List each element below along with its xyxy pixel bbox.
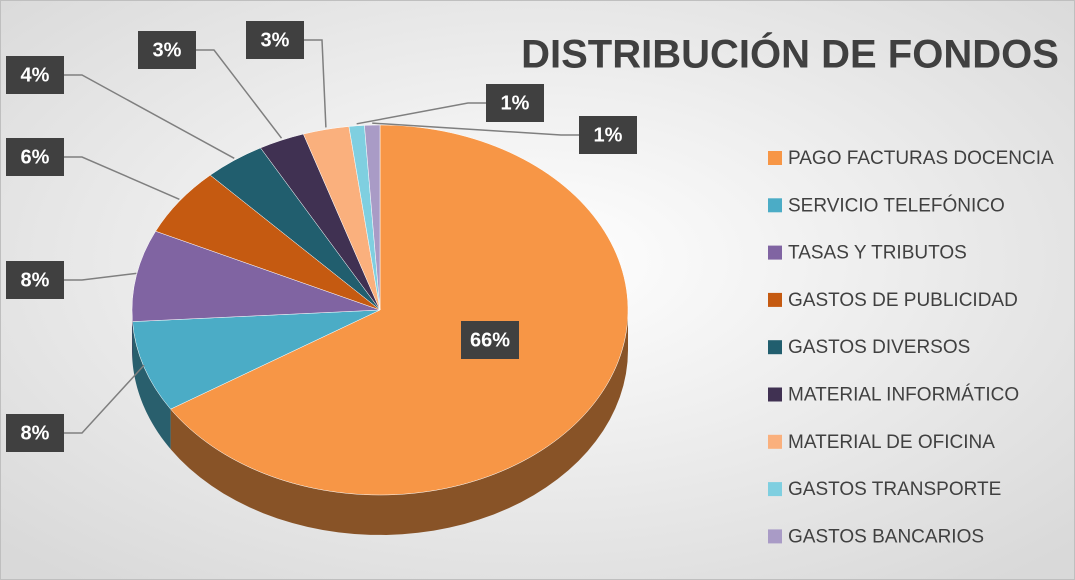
leader-line: [64, 156, 180, 200]
data-label: 3%: [153, 39, 182, 61]
legend-label: MATERIAL INFORMÁTICO: [788, 385, 1019, 406]
leader-line: [196, 49, 283, 139]
label-box: [6, 261, 64, 299]
legend-label: SERVICIO TELEFÓNICO: [788, 194, 1005, 216]
data-label: 4%: [21, 64, 50, 86]
data-label: 1%: [501, 92, 530, 114]
leader-line: [64, 74, 235, 159]
legend-swatch: [768, 245, 782, 260]
leader-line: [372, 122, 579, 136]
pie-slice: [131, 230, 381, 322]
legend-label: TASAS Y TRIBUTOS: [788, 243, 967, 264]
label-box: [461, 321, 519, 359]
data-label: 8%: [21, 269, 50, 291]
chart-title: DISTRIBUCIÓN DE FONDOS: [521, 31, 1059, 77]
legend-label: MATERIAL DE OFICINA: [788, 432, 995, 453]
legend-label: GASTOS DE PUBLICIDAD: [788, 290, 1018, 311]
legend-swatch: [768, 292, 782, 307]
label-box: [6, 56, 64, 94]
leader-line: [64, 364, 145, 434]
leader-line: [356, 102, 486, 125]
data-label: 6%: [21, 146, 50, 168]
leader-line: [304, 39, 327, 128]
leader-line: [64, 272, 137, 281]
legend-swatch: [768, 387, 782, 402]
label-box: [486, 84, 544, 122]
label-box: [6, 138, 64, 176]
label-box: [138, 31, 196, 69]
data-label: 1%: [594, 124, 623, 146]
legend-swatch: [768, 340, 782, 355]
pie-side: [132, 321, 171, 450]
legend-label: GASTOS BANCARIOS: [788, 526, 984, 547]
pie-side: [170, 310, 628, 535]
pie-slice: [364, 124, 381, 311]
legend-label: GASTOS DIVERSOS: [788, 337, 970, 358]
legend-swatch: [768, 198, 782, 213]
legend-label: PAGO FACTURAS DOCENCIA: [788, 148, 1054, 169]
pie-slice: [170, 124, 629, 496]
label-box: [246, 21, 304, 59]
label-box: [579, 116, 637, 154]
legend-swatch: [768, 151, 782, 165]
data-label: 3%: [261, 29, 290, 51]
pie-slice: [132, 309, 381, 410]
data-label: 8%: [21, 422, 50, 444]
data-label: 66%: [470, 329, 510, 351]
legend-swatch: [768, 529, 782, 544]
legend-label: GASTOS TRANSPORTE: [788, 479, 1001, 500]
legend-swatch: [768, 482, 782, 497]
legend-swatch: [768, 434, 782, 449]
label-box: [6, 414, 64, 452]
